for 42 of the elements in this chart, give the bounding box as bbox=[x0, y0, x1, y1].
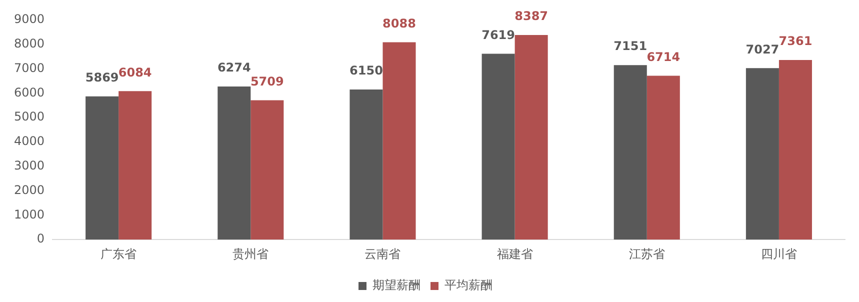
x-tick-label: 贵州省 bbox=[232, 246, 269, 261]
y-tick-label: 1000 bbox=[14, 207, 45, 222]
bar bbox=[514, 34, 548, 240]
bar bbox=[118, 91, 152, 240]
y-tick-label: 7000 bbox=[14, 60, 45, 75]
y-tick-label: 3000 bbox=[14, 158, 45, 173]
bar bbox=[614, 65, 647, 240]
data-label: 7027 bbox=[746, 42, 780, 56]
y-tick-label: 2000 bbox=[14, 182, 45, 197]
data-label: 6150 bbox=[350, 64, 383, 78]
data-label: 8387 bbox=[514, 9, 548, 24]
data-label: 7619 bbox=[482, 28, 515, 42]
bar bbox=[482, 54, 515, 240]
data-label: 6084 bbox=[118, 65, 152, 80]
data-label: 7151 bbox=[614, 39, 648, 54]
bar bbox=[218, 86, 251, 240]
y-tick-label: 8000 bbox=[14, 36, 45, 51]
y-tick-label: 6000 bbox=[14, 85, 45, 100]
x-tick-label: 云南省 bbox=[364, 246, 401, 261]
data-label: 6714 bbox=[646, 50, 680, 64]
bar bbox=[746, 68, 779, 240]
bar bbox=[250, 100, 284, 240]
bar bbox=[778, 60, 812, 240]
y-tick-label: 4000 bbox=[14, 134, 45, 148]
data-label: 8088 bbox=[382, 16, 416, 30]
bar bbox=[646, 76, 680, 240]
x-tick-label: 福建省 bbox=[496, 246, 533, 261]
y-tick-label: 9000 bbox=[14, 12, 45, 26]
legend-label: 期望薪酬 bbox=[372, 278, 420, 292]
legend-label: 平均薪酬 bbox=[444, 278, 492, 292]
x-tick-label: 广东省 bbox=[100, 246, 137, 261]
y-tick-label: 5000 bbox=[14, 110, 45, 124]
data-label: 7361 bbox=[778, 34, 812, 48]
x-tick-label: 江苏省 bbox=[628, 246, 665, 261]
data-label: 5869 bbox=[85, 70, 119, 85]
data-label: 5709 bbox=[250, 74, 284, 88]
y-tick-label: 0 bbox=[36, 232, 45, 246]
bar bbox=[86, 96, 119, 240]
x-tick-label: 四川省 bbox=[760, 246, 797, 261]
data-label: 6274 bbox=[217, 60, 251, 75]
bar bbox=[350, 90, 383, 240]
bar bbox=[382, 42, 416, 240]
